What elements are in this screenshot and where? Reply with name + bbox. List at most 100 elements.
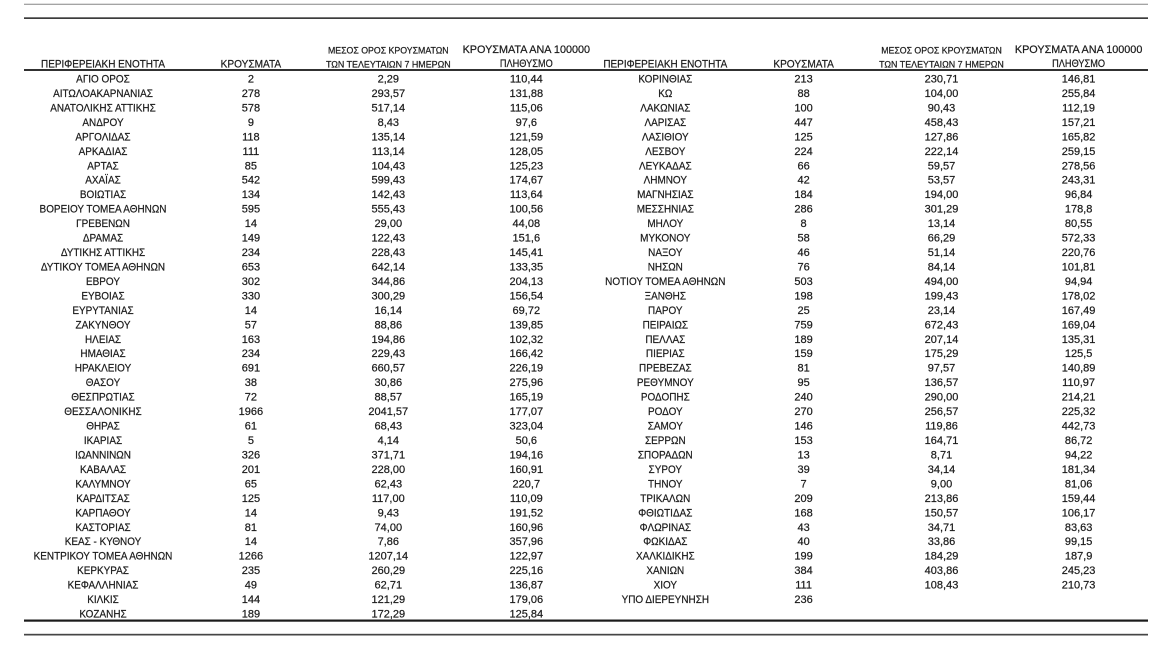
svg-text:ΜΥΚΟΝΟΥ: ΜΥΚΟΝΟΥ	[640, 233, 690, 245]
svg-text:57: 57	[245, 319, 257, 331]
svg-text:88,86: 88,86	[375, 319, 403, 331]
svg-text:290,00: 290,00	[925, 392, 959, 404]
svg-text:323,04: 323,04	[509, 421, 543, 433]
svg-text:81,06: 81,06	[1065, 478, 1093, 490]
svg-text:29,00: 29,00	[375, 218, 403, 230]
svg-text:ΘΑΣΟΥ: ΘΑΣΟΥ	[86, 378, 120, 390]
svg-text:149: 149	[242, 233, 260, 245]
svg-text:16,14: 16,14	[375, 305, 403, 317]
svg-text:ΗΜΑΘΙΑΣ: ΗΜΑΘΙΑΣ	[80, 349, 126, 361]
svg-text:ΑΡΤΑΣ: ΑΡΤΑΣ	[87, 161, 119, 173]
svg-text:384: 384	[794, 565, 812, 577]
svg-text:111: 111	[795, 580, 812, 592]
svg-text:174,67: 174,67	[509, 175, 543, 187]
svg-text:14: 14	[245, 507, 257, 519]
svg-text:136,87: 136,87	[509, 580, 543, 592]
svg-text:ΠΛΗΘΥΣΜΟ: ΠΛΗΘΥΣΜΟ	[1052, 58, 1105, 70]
svg-text:222,14: 222,14	[925, 146, 959, 158]
svg-text:42: 42	[797, 175, 809, 187]
svg-text:177,07: 177,07	[509, 406, 543, 418]
svg-text:84,14: 84,14	[928, 261, 956, 273]
svg-text:160,96: 160,96	[509, 522, 543, 534]
svg-text:189: 189	[794, 334, 812, 346]
svg-text:ΦΛΩΡΙΝΑΣ: ΦΛΩΡΙΝΑΣ	[640, 522, 692, 534]
svg-text:ΑΝΔΡΟΥ: ΑΝΔΡΟΥ	[82, 117, 123, 129]
svg-text:113,14: 113,14	[372, 146, 405, 158]
svg-text:142,43: 142,43	[371, 189, 405, 201]
svg-text:50,6: 50,6	[516, 435, 537, 447]
svg-text:302: 302	[242, 276, 260, 288]
svg-text:159: 159	[794, 348, 812, 360]
svg-text:642,14: 642,14	[371, 261, 405, 273]
svg-text:ΜΗΛΟΥ: ΜΗΛΟΥ	[647, 219, 683, 231]
svg-text:163: 163	[242, 334, 260, 346]
svg-text:ΚΡΟΥΣΜΑΤΑ: ΚΡΟΥΣΜΑΤΑ	[773, 58, 834, 70]
svg-text:ΧΙΟΥ: ΧΙΟΥ	[654, 580, 677, 592]
svg-text:503: 503	[794, 276, 812, 288]
svg-text:ΛΗΜΝΟΥ: ΛΗΜΝΟΥ	[644, 175, 687, 187]
svg-text:ΣΠΟΡΑΔΩΝ: ΣΠΟΡΑΔΩΝ	[638, 450, 693, 462]
svg-text:ΔΥΤΙΚΟΥ ΤΟΜΕΑ ΑΘΗΝΩΝ: ΔΥΤΙΚΟΥ ΤΟΜΕΑ ΑΘΗΝΩΝ	[41, 262, 165, 274]
svg-text:209: 209	[794, 493, 812, 505]
svg-text:122,43: 122,43	[371, 233, 405, 245]
svg-text:65: 65	[245, 478, 257, 490]
svg-text:34,71: 34,71	[928, 522, 956, 534]
svg-text:51,14: 51,14	[928, 247, 956, 259]
svg-text:159,44: 159,44	[1062, 493, 1096, 505]
svg-text:ΕΥΒΟΙΑΣ: ΕΥΒΟΙΑΣ	[81, 291, 125, 303]
svg-text:344,86: 344,86	[371, 276, 405, 288]
svg-text:301,29: 301,29	[925, 204, 959, 216]
svg-text:191,52: 191,52	[509, 507, 543, 519]
svg-text:ΠΕΛΛΑΣ: ΠΕΛΛΑΣ	[645, 334, 685, 346]
svg-text:442,73: 442,73	[1062, 421, 1096, 433]
svg-text:181,34: 181,34	[1062, 464, 1096, 476]
svg-text:164,71: 164,71	[925, 435, 959, 447]
svg-text:1266: 1266	[239, 551, 263, 563]
svg-text:44,08: 44,08	[513, 218, 541, 230]
svg-text:58: 58	[797, 233, 809, 245]
svg-text:ΦΘΙΩΤΙΔΑΣ: ΦΘΙΩΤΙΔΑΣ	[638, 508, 693, 520]
svg-text:187,9: 187,9	[1065, 551, 1093, 563]
svg-text:225,32: 225,32	[1062, 406, 1096, 418]
svg-text:224: 224	[794, 146, 812, 158]
svg-text:95: 95	[797, 377, 809, 389]
svg-text:100,56: 100,56	[509, 204, 543, 216]
svg-text:ΚΑΣΤΟΡΙΑΣ: ΚΑΣΤΟΡΙΑΣ	[75, 522, 131, 534]
svg-text:66: 66	[797, 160, 809, 172]
svg-text:286: 286	[794, 204, 812, 216]
svg-text:59,57: 59,57	[928, 160, 956, 172]
svg-text:578: 578	[242, 102, 260, 114]
svg-text:13: 13	[797, 449, 809, 461]
svg-text:83,63: 83,63	[1065, 522, 1093, 534]
svg-text:127,86: 127,86	[925, 131, 959, 143]
svg-text:ΚΟΖΑΝΗΣ: ΚΟΖΑΝΗΣ	[79, 609, 127, 621]
svg-text:99,15: 99,15	[1065, 536, 1093, 548]
svg-text:ΣΥΡΟΥ: ΣΥΡΟΥ	[649, 465, 682, 477]
svg-text:ΚΑΡΠΑΘΟΥ: ΚΑΡΠΑΘΟΥ	[75, 508, 130, 520]
svg-text:270: 270	[794, 406, 812, 418]
svg-text:300,29: 300,29	[371, 290, 405, 302]
svg-text:199,43: 199,43	[925, 290, 959, 302]
svg-text:117,00: 117,00	[372, 493, 405, 505]
svg-text:ΧΑΝΙΩΝ: ΧΑΝΙΩΝ	[646, 566, 684, 578]
svg-text:ΖΑΚΥΝΘΟΥ: ΖΑΚΥΝΘΟΥ	[76, 320, 131, 332]
svg-text:278,56: 278,56	[1062, 160, 1096, 172]
svg-text:599,43: 599,43	[371, 175, 405, 187]
svg-text:119,86: 119,86	[925, 421, 958, 433]
svg-text:371,71: 371,71	[371, 449, 405, 461]
svg-text:86,72: 86,72	[1065, 435, 1093, 447]
svg-text:ΠΙΕΡΙΑΣ: ΠΙΕΡΙΑΣ	[646, 349, 685, 361]
svg-text:220,7: 220,7	[513, 478, 541, 490]
svg-text:97,6: 97,6	[516, 117, 537, 129]
svg-text:225,16: 225,16	[509, 565, 543, 577]
svg-text:131,88: 131,88	[509, 88, 543, 100]
svg-text:555,43: 555,43	[371, 204, 405, 216]
svg-text:111: 111	[243, 146, 260, 158]
svg-text:ΑΝΑΤΟΛΙΚΗΣ ΑΤΤΙΚΗΣ: ΑΝΑΤΟΛΙΚΗΣ ΑΤΤΙΚΗΣ	[50, 103, 156, 115]
svg-text:ΘΕΣΠΡΩΤΙΑΣ: ΘΕΣΠΡΩΤΙΑΣ	[71, 392, 135, 404]
svg-text:66,29: 66,29	[928, 233, 956, 245]
svg-text:ΚΙΛΚΙΣ: ΚΙΛΚΙΣ	[87, 595, 119, 607]
svg-text:46: 46	[797, 247, 809, 259]
svg-text:ΑΧΑΪΑΣ: ΑΧΑΪΑΣ	[85, 174, 121, 187]
svg-text:230,71: 230,71	[925, 74, 959, 86]
